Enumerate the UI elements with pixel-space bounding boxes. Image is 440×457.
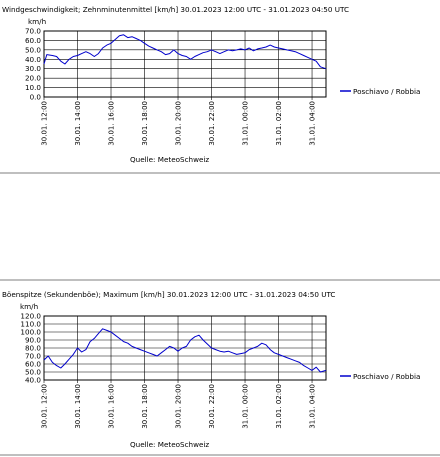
x-tick-label: 30.01. 16:00: [108, 101, 116, 146]
x-tick-label: 30.01. 20:00: [175, 101, 183, 146]
y-tick-labels: 0.010.020.030.040.050.060.070.0: [25, 27, 41, 102]
series-lines: [43, 328, 327, 373]
y-tick-label: 120.0: [20, 312, 41, 321]
x-tick-label: 30.01. 22:00: [208, 101, 216, 146]
x-tick-label: 30.01. 14:00: [74, 101, 82, 146]
series-lines: [43, 34, 327, 70]
y-tick-label: 40.0: [25, 55, 41, 64]
y-tick-label: 80.0: [25, 344, 41, 353]
legend-label: Poschiavo / Robbia: [353, 372, 420, 381]
plot-frame: [43, 30, 327, 98]
y-tick-label: 20.0: [25, 74, 41, 83]
y-tick-label: 30.0: [25, 64, 41, 73]
x-tick-label: 31.01. 02:00: [275, 101, 283, 146]
x-tick-label: 31.01. 00:00: [242, 384, 250, 429]
grid: [43, 30, 326, 100]
chart-title: Windgeschwindigkeit; Zehnminutenmittel […: [2, 5, 349, 14]
source-label: Quelle: MeteoSchweiz: [130, 440, 209, 449]
y-axis-label: km/h: [28, 17, 46, 26]
legend: Poschiavo / Robbia: [340, 87, 420, 96]
y-tick-label: 0.0: [30, 93, 42, 102]
y-tick-label: 40.0: [25, 376, 41, 385]
chart-title: Böenspitze (Sekundenböe); Maximum [km/h]…: [2, 290, 335, 299]
x-tick-label: 31.01. 02:00: [275, 384, 283, 429]
y-tick-label: 60.0: [25, 360, 41, 369]
x-tick-labels: 30.01. 12:00 30.01. 14:00 30.01. 16:00 30.0…: [41, 101, 317, 146]
y-tick-label: 50.0: [25, 45, 41, 54]
gust-peak-chart: Böenspitze (Sekundenböe); Maximum [km/h]…: [0, 279, 440, 456]
x-tick-labels: 30.01. 12:00 30.01. 14:00 30.01. 16:00 30.0…: [41, 384, 317, 429]
x-tick-label: 30.01. 18:00: [141, 101, 149, 146]
y-tick-label: 10.0: [25, 83, 41, 92]
y-tick-label: 70.0: [25, 27, 41, 36]
legend-label: Poschiavo / Robbia: [353, 87, 420, 96]
wind-speed-chart: Windgeschwindigkeit; Zehnminutenmittel […: [0, 5, 440, 174]
plot-frame: [43, 315, 327, 381]
series-line: [43, 328, 327, 373]
x-tick-label: 30.01. 12:00: [41, 101, 49, 146]
y-tick-label: 50.0: [25, 368, 41, 377]
legend: Poschiavo / Robbia: [340, 372, 420, 381]
x-tick-label: 31.01. 00:00: [242, 101, 250, 146]
x-tick-label: 30.01. 18:00: [141, 384, 149, 429]
x-tick-label: 30.01. 12:00: [41, 384, 49, 429]
x-tick-label: 30.01. 14:00: [74, 384, 82, 429]
x-tick-label: 31.01. 04:00: [309, 101, 317, 146]
source-label: Quelle: MeteoSchweiz: [130, 155, 209, 164]
y-tick-label: 60.0: [25, 36, 41, 45]
series-line: [43, 34, 327, 70]
y-tick-label: 90.0: [25, 336, 41, 345]
y-tick-label: 100.0: [20, 328, 41, 337]
x-tick-label: 30.01. 22:00: [208, 384, 216, 429]
x-tick-label: 30.01. 16:00: [108, 384, 116, 429]
y-tick-label: 70.0: [25, 352, 41, 361]
x-tick-label: 30.01. 20:00: [175, 384, 183, 429]
y-axis-label: km/h: [20, 302, 38, 311]
x-tick-label: 31.01. 04:00: [309, 384, 317, 429]
y-tick-label: 110.0: [20, 320, 41, 329]
